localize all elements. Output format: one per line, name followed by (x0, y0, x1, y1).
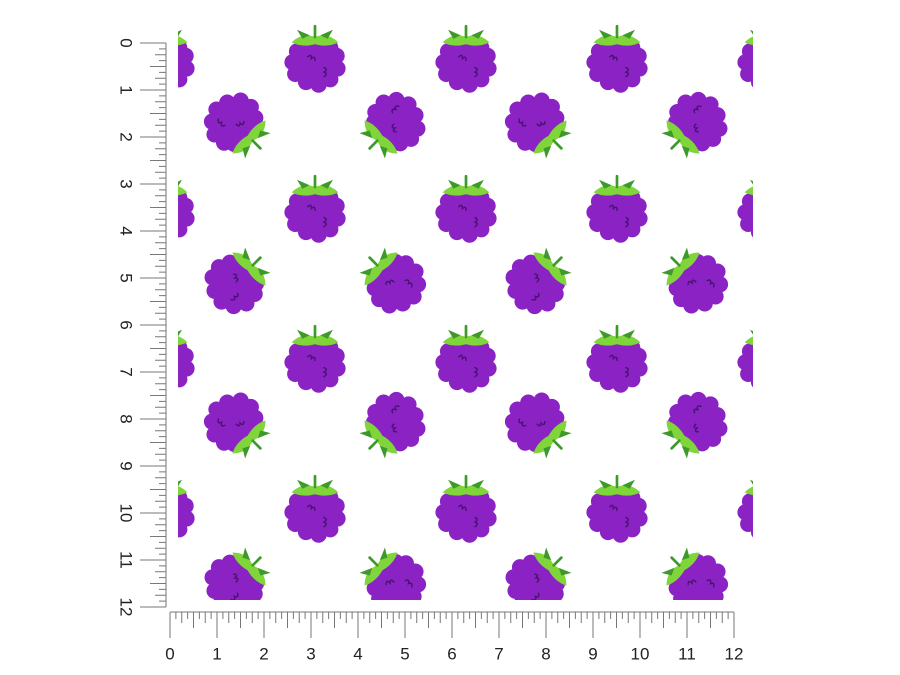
raspberry (346, 78, 440, 172)
raspberry (346, 234, 440, 328)
horizontal-ruler: 0 1 2 3 4 5 6 7 8 9 10 11 12 (165, 611, 744, 663)
ruler-label: 8 (117, 414, 136, 423)
ruler-label: 11 (117, 551, 136, 569)
raspberry (648, 234, 742, 328)
ruler-label: 3 (306, 644, 315, 663)
raspberry (283, 474, 347, 545)
raspberry (491, 234, 585, 328)
raspberry (283, 24, 347, 95)
raspberry (736, 174, 753, 245)
ruler-label: 10 (117, 504, 136, 523)
raspberry (434, 474, 498, 545)
raspberry (190, 234, 284, 328)
raspberry (434, 24, 498, 95)
ruler-label: 0 (165, 644, 174, 663)
ruler-label: 2 (259, 644, 268, 663)
ruler-label: 3 (117, 179, 136, 188)
raspberry (434, 324, 498, 395)
ruler-label: 8 (541, 644, 550, 663)
ruler-label: 0 (117, 38, 136, 47)
raspberry (190, 378, 284, 472)
ruler-label: 12 (725, 644, 744, 663)
raspberry (178, 324, 196, 395)
raspberry (648, 78, 742, 172)
ruler-label: 6 (117, 320, 136, 329)
raspberry (190, 78, 284, 172)
ruler-label: 7 (494, 644, 503, 663)
raspberry (585, 324, 649, 395)
ruler-label: 2 (117, 132, 136, 141)
ruler-label: 12 (117, 598, 136, 617)
ruler-label: 6 (447, 644, 456, 663)
raspberry (736, 474, 753, 545)
raspberry (178, 24, 196, 95)
raspberry (491, 78, 585, 172)
ruler-label: 5 (117, 273, 136, 282)
ruler-label: 5 (400, 644, 409, 663)
raspberry (736, 24, 753, 95)
raspberry (178, 174, 196, 245)
raspberry (585, 174, 649, 245)
raspberry (434, 174, 498, 245)
ruler-label: 1 (212, 644, 221, 663)
raspberry (648, 378, 742, 472)
ruler-label: 11 (678, 644, 696, 663)
raspberry (585, 474, 649, 545)
ruler-label: 9 (117, 461, 136, 470)
ruler-label: 1 (117, 85, 136, 94)
raspberry (346, 378, 440, 472)
ruler-label: 4 (353, 644, 362, 663)
ruler-label: 9 (588, 644, 597, 663)
ruler-label: 4 (117, 226, 136, 235)
raspberry (736, 324, 753, 395)
raspberry (491, 378, 585, 472)
ruler-label: 10 (631, 644, 650, 663)
raspberry (283, 324, 347, 395)
raspberry (283, 174, 347, 245)
ruler-label: 7 (117, 367, 136, 376)
raspberry (585, 24, 649, 95)
raspberry-pattern (178, 24, 753, 600)
raspberry (178, 474, 196, 545)
